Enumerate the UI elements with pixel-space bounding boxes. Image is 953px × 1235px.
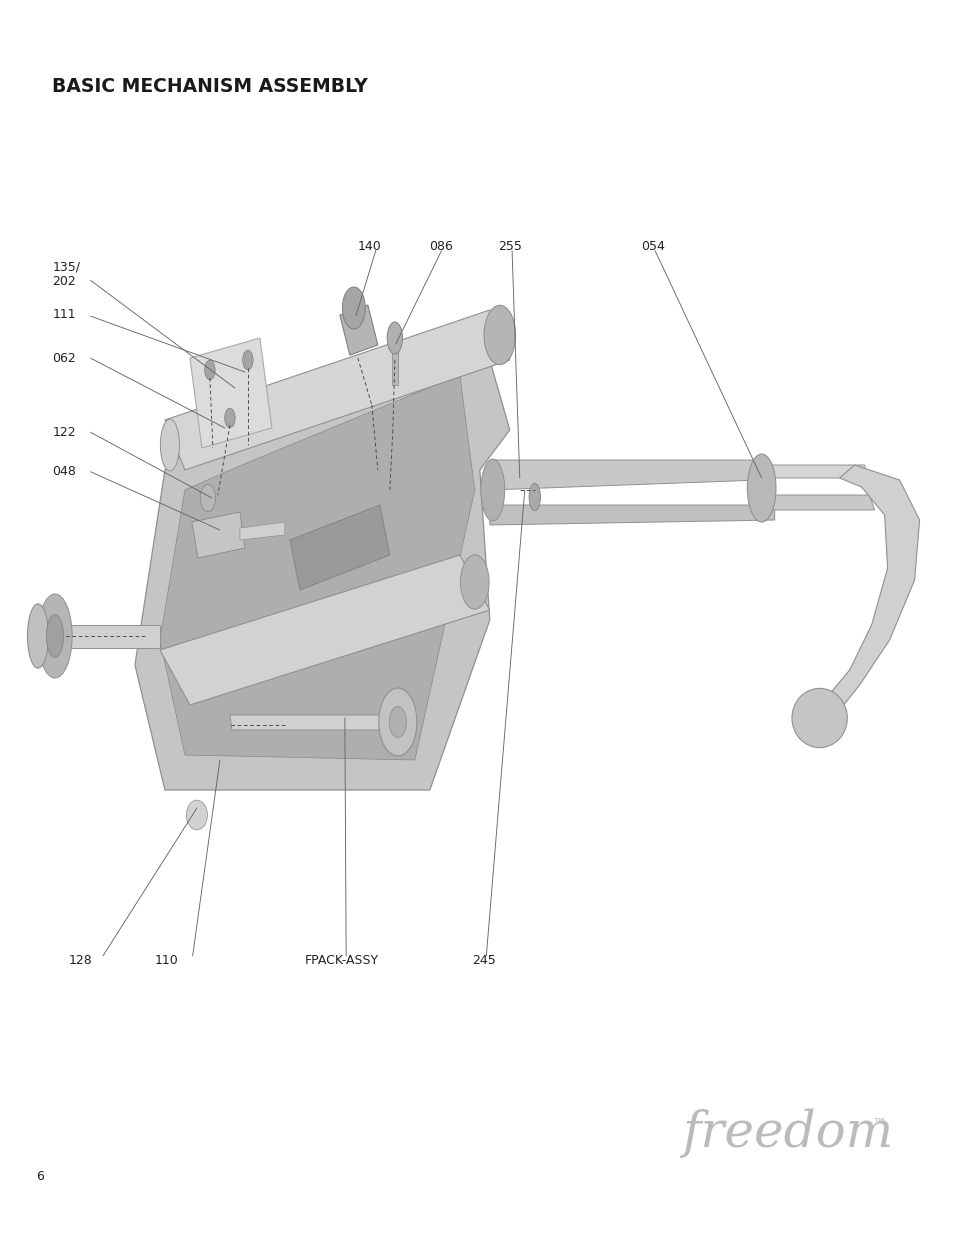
- Ellipse shape: [746, 454, 775, 522]
- Text: freedom: freedom: [681, 1109, 892, 1158]
- Ellipse shape: [460, 555, 489, 609]
- Text: 122: 122: [52, 426, 76, 438]
- Ellipse shape: [38, 594, 72, 678]
- Polygon shape: [239, 522, 285, 540]
- Polygon shape: [160, 555, 489, 705]
- Ellipse shape: [205, 361, 215, 380]
- Text: 048: 048: [52, 466, 76, 478]
- Text: 062: 062: [52, 352, 76, 364]
- Text: 128: 128: [69, 955, 92, 967]
- Text: 140: 140: [357, 241, 381, 253]
- Polygon shape: [160, 375, 475, 760]
- Polygon shape: [489, 505, 774, 525]
- Ellipse shape: [242, 350, 253, 369]
- Ellipse shape: [200, 484, 215, 511]
- Polygon shape: [809, 466, 919, 720]
- Text: 110: 110: [154, 955, 178, 967]
- Ellipse shape: [389, 706, 406, 737]
- Polygon shape: [290, 505, 390, 590]
- Text: 086: 086: [429, 241, 453, 253]
- Polygon shape: [489, 459, 759, 490]
- Ellipse shape: [47, 614, 64, 657]
- Text: 245: 245: [472, 955, 496, 967]
- Ellipse shape: [342, 287, 365, 329]
- Ellipse shape: [224, 408, 234, 427]
- Text: FPACK-ASSY: FPACK-ASSY: [305, 955, 379, 967]
- Polygon shape: [392, 345, 397, 385]
- Polygon shape: [754, 495, 874, 510]
- Ellipse shape: [483, 305, 515, 364]
- Text: 255: 255: [497, 241, 521, 253]
- Text: 135/
202: 135/ 202: [52, 261, 80, 288]
- Polygon shape: [134, 325, 509, 790]
- Text: BASIC MECHANISM ASSEMBLY: BASIC MECHANISM ASSEMBLY: [52, 77, 368, 95]
- Text: 054: 054: [640, 241, 664, 253]
- Polygon shape: [339, 305, 377, 354]
- Ellipse shape: [378, 688, 416, 756]
- Polygon shape: [190, 338, 272, 448]
- Polygon shape: [230, 715, 401, 730]
- Polygon shape: [165, 310, 509, 471]
- Ellipse shape: [791, 688, 846, 747]
- Ellipse shape: [160, 419, 179, 471]
- Polygon shape: [754, 466, 866, 478]
- Text: 111: 111: [52, 309, 76, 321]
- Ellipse shape: [529, 483, 540, 510]
- Text: 6: 6: [36, 1170, 44, 1183]
- Polygon shape: [192, 513, 245, 558]
- Ellipse shape: [480, 459, 504, 521]
- Ellipse shape: [387, 322, 402, 354]
- Ellipse shape: [186, 800, 207, 830]
- Polygon shape: [35, 625, 160, 648]
- Ellipse shape: [28, 604, 49, 668]
- Text: ™: ™: [872, 1116, 885, 1130]
